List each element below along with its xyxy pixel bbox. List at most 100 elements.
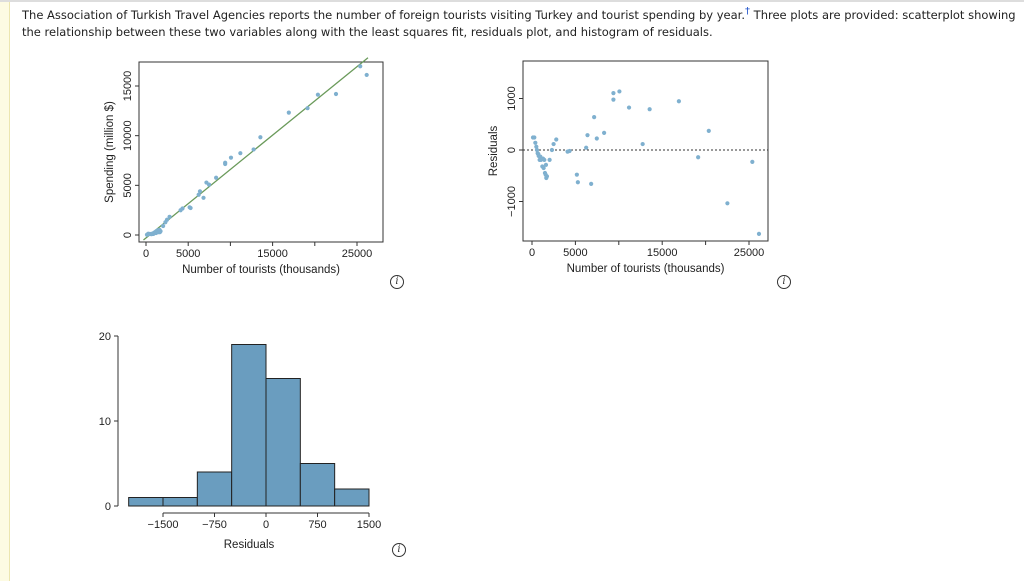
plot-frame [138,61,384,243]
x-tick-label: 5000 [176,248,200,260]
data-point [158,229,163,234]
data-point [575,180,580,185]
data-point [756,231,762,236]
data-point [167,214,172,219]
y-tick-label: 15000 [122,71,134,102]
data-point [574,172,579,177]
data-point [640,141,645,147]
x-tick-label: −1500 [148,519,179,531]
data-point [676,99,681,104]
data-point [554,137,559,142]
intro-text-2: Three plots are provided: scatterplot sh… [22,8,1016,39]
data-point [201,195,206,200]
y-tick-label: 0 [105,501,111,513]
data-point [750,159,755,164]
data-point [547,157,552,162]
x-axis-label: Number of tourists (thousands) [567,263,725,275]
data-point [541,165,546,171]
data-point [305,106,310,111]
data-point [161,223,166,229]
intro-text: The Association of Turkish Travel Agenci… [22,8,746,22]
x-axis-label: Number of tourists (thousands) [182,264,340,276]
data-point [206,182,212,187]
data-point [543,162,549,167]
data-point [647,107,652,112]
x-tick-label: 0 [263,519,269,531]
data-point [532,135,537,140]
data-point [534,147,540,153]
data-point [725,201,730,206]
x-tick-label: −750 [202,519,227,531]
data-point [706,128,711,133]
data-point [592,114,597,120]
data-point [358,64,363,69]
histogram-bar [162,497,198,507]
question-intro: The Association of Turkish Travel Agenci… [22,7,1017,41]
y-tick-label: −1000 [506,186,518,217]
left-stripe [0,0,10,581]
data-point [315,92,321,97]
data-point [534,144,539,149]
data-point [333,91,339,97]
data-point [551,141,556,147]
data-point [549,147,555,153]
data-point [567,148,572,154]
data-point [611,97,616,102]
data-point [188,205,193,211]
data-point [197,189,203,194]
histogram-bar [265,378,301,507]
x-tick-label: 25000 [342,248,373,260]
x-tick-label: 25000 [734,247,765,259]
histogram-bar [299,463,336,507]
data-point [585,133,590,138]
data-point [584,145,589,150]
y-tick-label: 10 [99,416,111,428]
y-tick-label: 5000 [122,173,134,197]
top-divider [0,0,1024,2]
histogram-bar [128,497,164,507]
footnote-link[interactable]: † [745,6,751,18]
y-tick-label: 1000 [506,86,518,110]
data-point [602,130,607,136]
data-point [594,136,599,141]
histogram-bar [196,471,233,507]
y-tick-label: 10000 [122,120,134,151]
x-tick-label: 15000 [257,248,288,260]
data-point [533,140,538,145]
x-axis-label: Residuals [224,539,275,551]
data-point [696,155,701,160]
info-icon[interactable]: i [392,543,406,557]
x-tick-label: 5000 [563,247,587,259]
data-point [626,105,632,110]
data-point [238,151,243,156]
data-point [611,90,616,96]
data-point [196,192,201,197]
data-point [364,72,369,78]
x-tick-label: 1500 [357,519,381,531]
fit-line [143,57,369,241]
y-axis-label: Spending (million $) [104,101,116,203]
x-tick-label: 750 [308,519,326,531]
info-icon[interactable]: i [777,275,791,289]
data-point [286,110,291,115]
histogram-bar [231,344,267,507]
data-point [544,174,550,179]
data-point [214,175,219,180]
histogram-bar [334,488,370,507]
x-tick-label: 0 [529,247,535,259]
y-axis-label: Residuals [488,126,500,177]
y-tick-label: 0 [122,232,134,238]
y-tick-label: 20 [99,331,111,343]
data-point [617,89,622,94]
data-point [258,135,263,140]
data-point [223,160,228,165]
data-point [589,181,594,186]
y-tick-label: 0 [506,147,518,153]
data-point [164,217,170,222]
info-icon[interactable]: i [390,275,404,289]
x-tick-label: 15000 [647,247,678,259]
plot-frame [522,60,769,242]
data-point [180,206,185,211]
data-point [228,155,234,160]
